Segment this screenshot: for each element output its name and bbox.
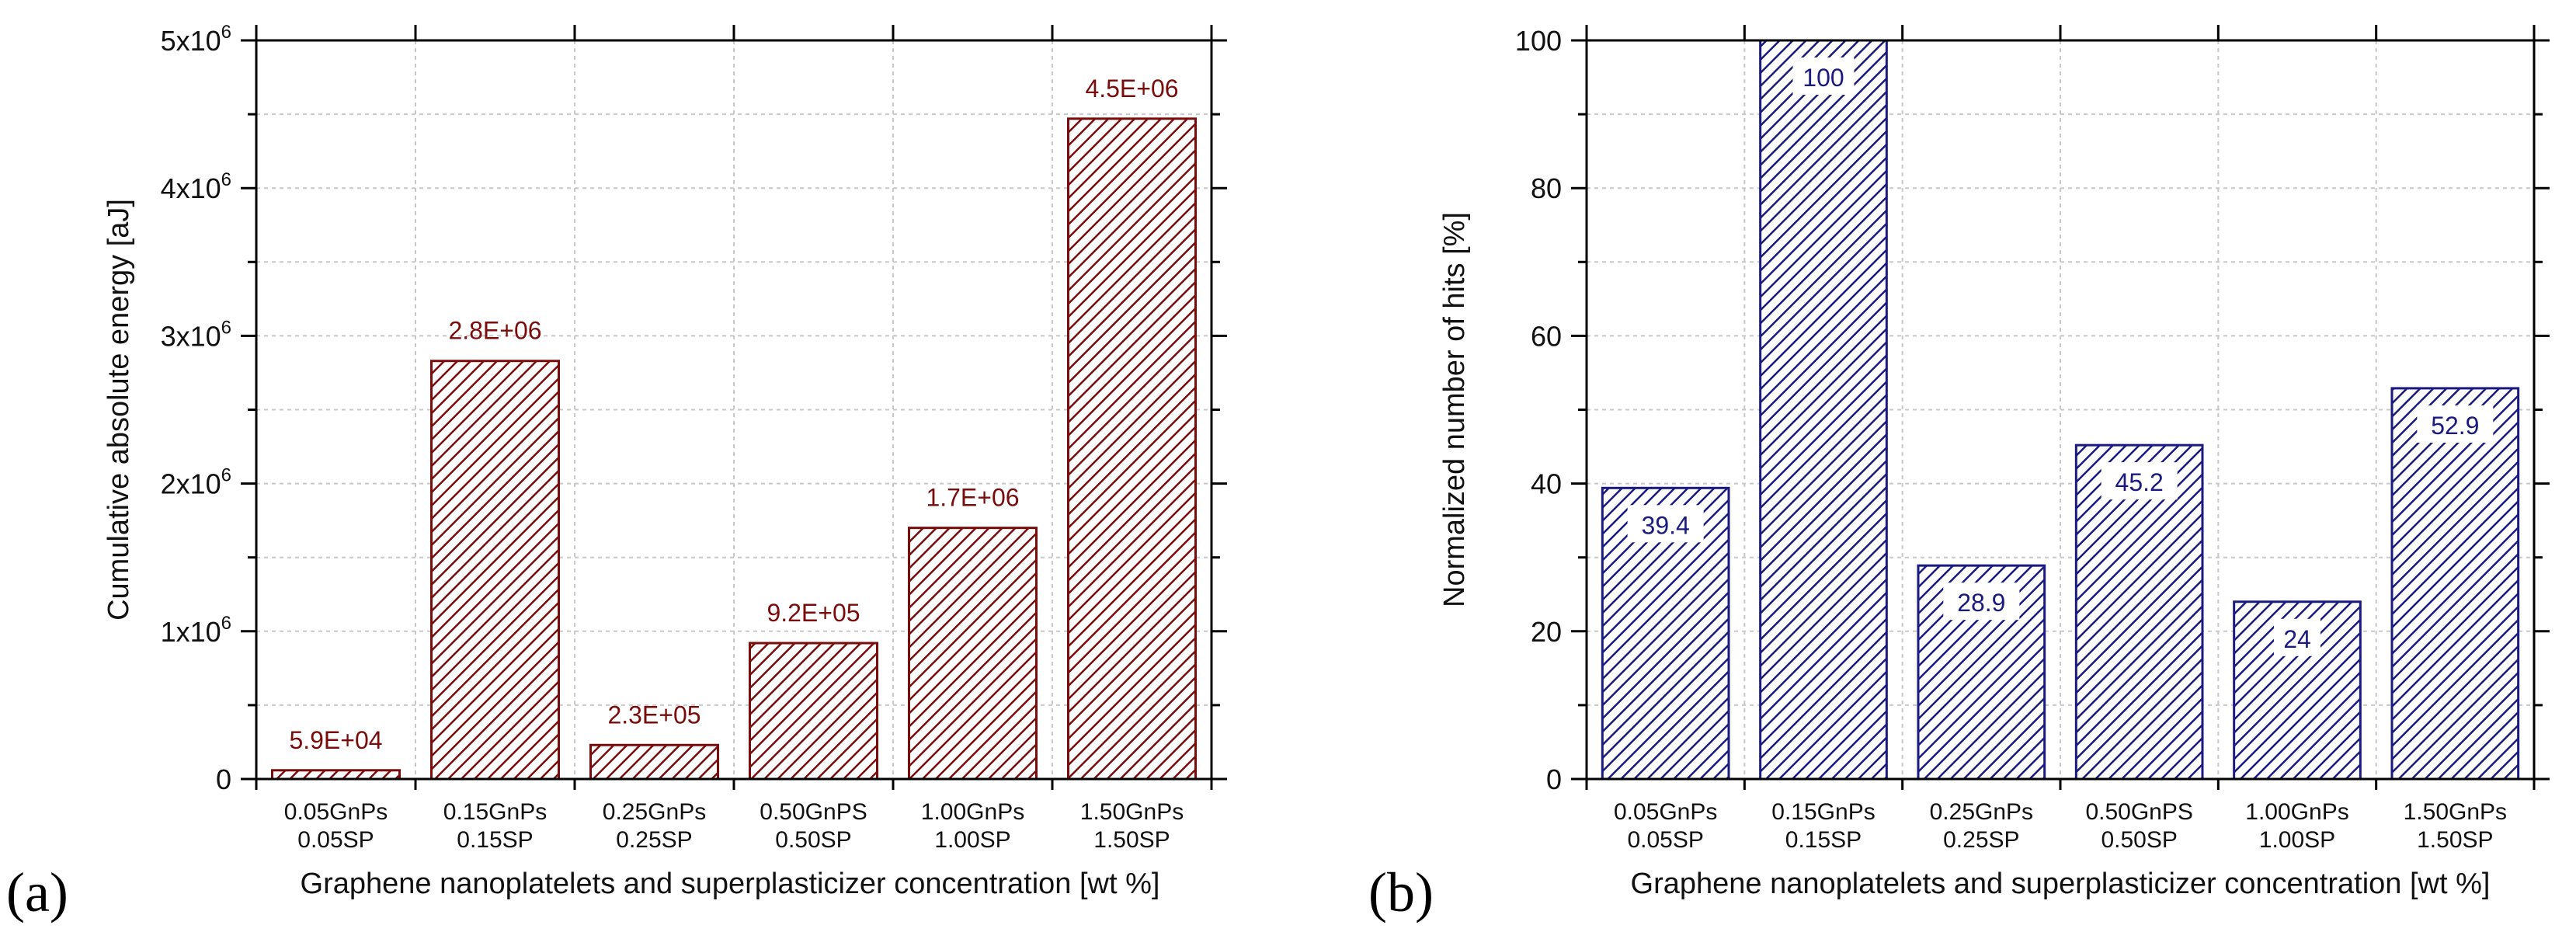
x-category-label: 1.50GnPs 1.50SP	[2404, 799, 2507, 853]
data-label: 39.4	[1642, 511, 1690, 539]
panel-a-energy-chart: 5.9E+04 2.8E+06 2.3E+05 9.2E+05 1.7E+06 4.5E+…	[6, 22, 1227, 923]
x-category-label: 0.25GnPs 0.25SP	[1930, 799, 2033, 853]
panel-a-ticks	[241, 25, 1227, 790]
panel-b-x-axis-title: Graphene nanoplatelets and superplastici…	[1631, 868, 2491, 900]
bar	[2074, 443, 2204, 781]
data-label: 100	[1803, 64, 1844, 92]
y-tick-label: 0	[1546, 763, 1562, 795]
panel-b-y-tick-labels: 0 20 40 60 80 100	[1515, 25, 1562, 795]
bar	[589, 743, 719, 781]
y-tick-label: 0	[216, 763, 231, 795]
x-category-label: 0.15GnPs 0.15SP	[1771, 799, 1875, 853]
data-label: 5.9E+04	[289, 726, 382, 754]
y-tick-label: 1x106	[161, 613, 231, 648]
panel-a-letter: (a)	[6, 861, 68, 923]
bar	[749, 642, 878, 781]
panel-a-x-axis-title: Graphene nanoplatelets and superplastici…	[301, 868, 1160, 900]
panel-a-y-tick-labels: 0 1x106 2x106 3x106 4x106 5x106	[161, 22, 231, 795]
x-category-label: 1.00GnPs 1.00SP	[921, 799, 1024, 853]
y-tick-label: 80	[1531, 172, 1562, 204]
data-label: 1.7E+06	[926, 484, 1019, 512]
data-label: 28.9	[1957, 589, 2005, 617]
data-label: 2.8E+06	[448, 317, 541, 345]
x-category-label: 0.50GnPS 0.50SP	[2085, 799, 2192, 853]
y-tick-label: 5x106	[161, 22, 231, 57]
panel-a-data-labels: 5.9E+04 2.8E+06 2.3E+05 9.2E+05 1.7E+06 4.5E+…	[289, 75, 1178, 754]
data-label-box	[1627, 505, 1704, 543]
panel-a-y-axis-title: Cumulative absolute energy [aJ]	[103, 199, 135, 621]
data-label: 9.2E+05	[767, 599, 860, 627]
data-label-box	[2101, 462, 2178, 500]
panel-b-grid	[1587, 40, 2534, 779]
panel-a-x-category-labels: 0.05GnPs 0.05SP 0.15GnPs 0.15SP 0.25GnPs 0.25…	[284, 799, 1184, 853]
data-label-box	[1943, 583, 2020, 621]
data-label: 4.5E+06	[1085, 75, 1178, 103]
data-label-box	[2274, 618, 2320, 656]
panel-b-ticks	[1571, 25, 2550, 790]
y-tick-label: 20	[1531, 616, 1562, 648]
data-label: 24	[2283, 625, 2311, 653]
x-category-label: 0.05GnPs 0.05SP	[1614, 799, 1717, 853]
y-tick-label: 40	[1531, 468, 1562, 500]
x-category-label: 1.00GnPs 1.00SP	[2245, 799, 2348, 853]
panel-b-hits-chart: 39.4 100 28.9 45.2 24 52.9 0 20 40 60 80 100 0.05G…	[1368, 25, 2550, 923]
bar	[1067, 117, 1197, 781]
panel-b-x-category-labels: 0.05GnPs 0.05SP 0.15GnPs 0.15SP 0.25GnPs 0.25…	[1614, 799, 2507, 853]
bar	[1759, 39, 1888, 781]
data-label: 2.3E+05	[607, 701, 700, 729]
bar	[271, 769, 401, 781]
x-category-label: 1.50GnPs 1.50SP	[1080, 799, 1184, 853]
panel-b-letter: (b)	[1368, 861, 1434, 923]
x-category-label: 0.15GnPs 0.15SP	[443, 799, 547, 853]
data-label: 45.2	[2115, 468, 2164, 496]
panel-a-bars	[271, 117, 1197, 781]
data-label-box	[2417, 405, 2494, 443]
x-category-label: 0.25GnPs 0.25SP	[603, 799, 706, 853]
bar	[430, 360, 560, 781]
y-tick-label: 4x106	[161, 169, 231, 204]
panel-a-grid	[256, 40, 1212, 779]
data-label: 52.9	[2431, 412, 2479, 440]
y-tick-label: 100	[1515, 25, 1562, 57]
y-tick-label: 2x106	[161, 465, 231, 500]
y-tick-label: 60	[1531, 320, 1562, 352]
data-label-box	[1792, 57, 1855, 95]
panel-b-y-axis-title: Normalized number of hits [%]	[1438, 212, 1471, 607]
y-tick-label: 3x106	[161, 317, 231, 352]
x-category-label: 0.50GnPS 0.50SP	[760, 799, 867, 853]
x-category-label: 0.05GnPs 0.05SP	[284, 799, 388, 853]
bar	[2390, 387, 2520, 781]
panel-b-data-labels: 39.4 100 28.9 45.2 24 52.9	[1627, 57, 2494, 656]
bar	[908, 527, 1038, 781]
